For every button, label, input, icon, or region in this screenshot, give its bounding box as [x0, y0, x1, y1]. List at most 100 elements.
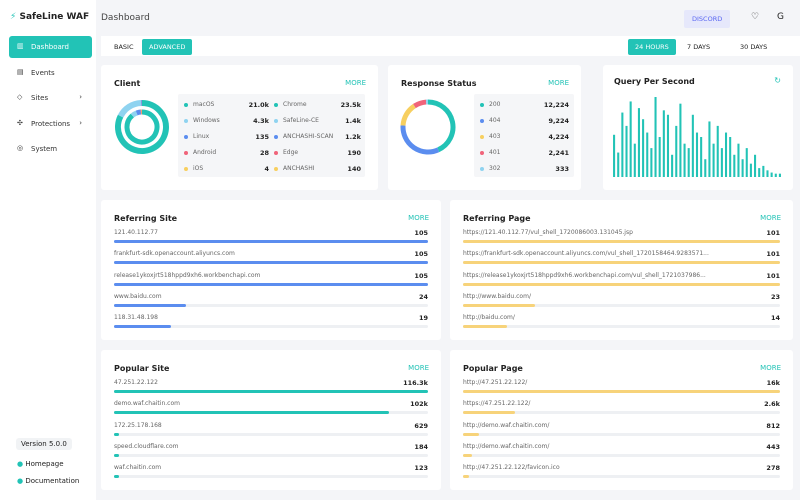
link-label: Homepage [25, 460, 64, 468]
discord-button[interactable]: DISCORD [684, 10, 731, 28]
mode-tab[interactable]: ADVANCED [142, 39, 193, 55]
item-value: 14 [770, 314, 780, 323]
list-card: Referring Page MORE https://121.40.112.77/… [450, 200, 793, 340]
qps-bar [762, 165, 765, 177]
item-name[interactable]: https://47.251.22.122/ [463, 400, 531, 408]
item-name[interactable]: release1ykoxjrt518hppd9xh6.workbenchapi.… [114, 271, 261, 279]
nav-item[interactable]: ▤ Events [9, 62, 92, 84]
item-name[interactable]: http://47.251.22.122/ [463, 379, 528, 386]
qps-bar [737, 143, 740, 177]
legend-value: 4.3k [253, 117, 269, 125]
item-name[interactable]: demo.waf.chaitin.com [114, 400, 180, 408]
nav-item[interactable]: ◎ System [9, 138, 92, 160]
item-name[interactable]: http://www.baidu.com/ [463, 292, 531, 300]
bar-track [463, 390, 780, 393]
legend-value: 9,224 [548, 117, 569, 125]
nav-item[interactable]: ✣ Protections › [9, 113, 92, 135]
legend-dot [274, 135, 278, 139]
range-tab[interactable]: 7 DAYS [687, 43, 711, 51]
donut-segment [413, 99, 427, 109]
mode-tab[interactable]: BASIC [114, 43, 134, 51]
legend-dot [480, 103, 484, 107]
item-value: 443 [766, 442, 780, 451]
bar-track [114, 475, 428, 479]
item-name[interactable]: http://demo.waf.chaitin.com/ [463, 421, 550, 429]
item-name[interactable]: http://47.251.22.122/favicon.ico [463, 464, 560, 472]
donut-segment [117, 100, 142, 118]
item-name[interactable]: https://121.40.112.77/vul_shell_17200860… [463, 229, 633, 236]
donut-segment [115, 100, 169, 154]
qps-bar [671, 154, 674, 177]
bar-fill [463, 240, 780, 243]
item-value: 116.3k [403, 379, 428, 387]
legend-name: SafeLine-CE [283, 117, 319, 124]
qps-bar [745, 148, 748, 177]
bar-fill [114, 240, 428, 243]
legend-dot [480, 151, 484, 155]
more-link[interactable]: MORE [345, 79, 366, 87]
more-link[interactable]: MORE [760, 364, 781, 372]
more-link[interactable]: MORE [408, 214, 429, 222]
bar-track [463, 475, 780, 479]
more-link[interactable]: MORE [408, 364, 429, 372]
qps-bar [679, 103, 682, 177]
qps-bar [778, 173, 781, 177]
item-name[interactable]: 118.31.48.198 [114, 314, 158, 322]
sidebar: ⚡ SafeLine WAF Version 5.0.0 ▥ Dashboard ▤… [0, 0, 96, 500]
version: Version 5.0.0 [16, 438, 72, 450]
sidebar-link[interactable]: ● Homepage [17, 460, 64, 468]
link-icon: ● [17, 460, 26, 468]
bar-track [463, 325, 780, 329]
nav-icon: ◎ [17, 144, 24, 152]
item-name[interactable]: https://release1ykoxjrt518hppd9xh6.workb… [463, 271, 706, 279]
item-name[interactable]: frankfurt-sdk.openaccount.aliyuncs.com [114, 250, 235, 258]
donut-segment [124, 109, 160, 145]
item-name[interactable]: speed.cloudflare.com [114, 442, 179, 450]
bar-track [114, 411, 428, 415]
bar-track [463, 411, 780, 415]
item-name[interactable]: 172.25.178.168 [114, 421, 162, 429]
item-name[interactable]: 47.251.22.122 [114, 379, 158, 386]
sidebar-link[interactable]: ● Documentation [17, 477, 79, 485]
legend-name: 401 [489, 149, 501, 156]
bar-fill [114, 325, 171, 329]
item-value: 16k [766, 379, 780, 387]
user-icon[interactable]: G [777, 12, 784, 22]
bar-track [114, 282, 428, 286]
legend-dot [274, 151, 278, 155]
qps-bar [621, 112, 624, 177]
item-name[interactable]: https://frankfurt-sdk.openaccount.aliyun… [463, 250, 709, 258]
item-value: 24 [418, 292, 428, 301]
tab-bar: BASIC ADVANCED 24 HOURS 7 DAYS 30 DAYS [101, 36, 800, 56]
item-name[interactable]: http://baidu.com/ [463, 314, 515, 322]
link-label: Documentation [25, 477, 80, 485]
theme-icon[interactable]: ♡ [751, 12, 760, 22]
bar-fill [114, 390, 428, 393]
nav-item[interactable]: ◇ Sites › [9, 87, 92, 109]
item-name[interactable]: waf.chaitin.com [114, 464, 162, 472]
nav-item[interactable]: ▥ Dashboard [9, 36, 92, 58]
legend-dot [184, 135, 188, 139]
refresh-icon[interactable]: ↻ [774, 76, 781, 85]
qps-bar [700, 137, 703, 177]
item-value: 105 [414, 250, 428, 259]
legend-name: ANCHASHI-SCAN [283, 133, 334, 140]
item-value: 812 [766, 421, 780, 430]
donut-segment [400, 125, 440, 155]
nav-icon: ▤ [17, 67, 24, 76]
more-link[interactable]: MORE [760, 214, 781, 222]
item-name[interactable]: www.baidu.com [114, 292, 162, 300]
qps-bar [642, 119, 645, 177]
item-value: 278 [766, 464, 780, 473]
range-tab[interactable]: 30 DAYS [740, 43, 768, 51]
more-link[interactable]: MORE [548, 79, 569, 87]
qps-card: Query Per Second ↻ [603, 65, 793, 190]
item-name[interactable]: 121.40.112.77 [114, 229, 158, 236]
item-value: 102k [410, 400, 428, 409]
item-value: 629 [414, 421, 428, 430]
qps-bar [691, 114, 694, 177]
item-name[interactable]: http://demo.waf.chaitin.com/ [463, 442, 550, 450]
range-tab[interactable]: 24 HOURS [628, 39, 676, 55]
item-value: 105 [414, 271, 428, 280]
bar-fill [463, 475, 469, 479]
